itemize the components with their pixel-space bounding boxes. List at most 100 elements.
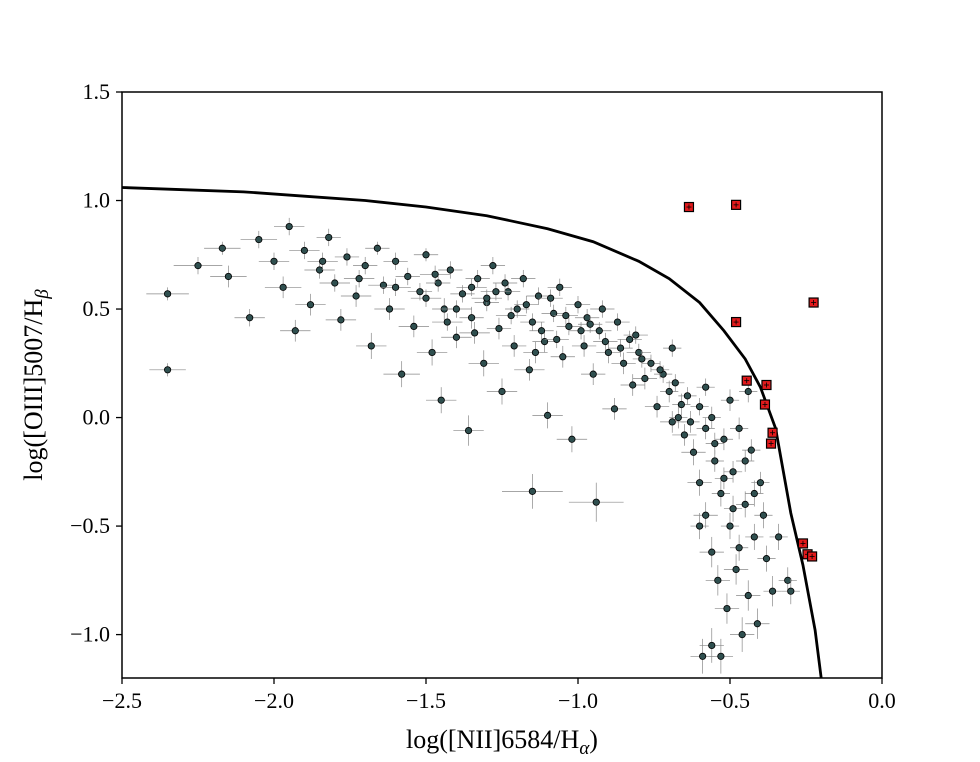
galaxy-point [441, 300, 472, 318]
galaxy-point [459, 322, 490, 344]
galaxy-marker [279, 283, 287, 291]
galaxy-marker [218, 244, 226, 252]
galaxy-marker [480, 359, 488, 367]
galaxy-point [532, 330, 557, 353]
galaxy-point [471, 289, 502, 307]
galaxy-marker [668, 418, 676, 426]
galaxy-marker [464, 426, 473, 435]
galaxy-point [502, 335, 527, 357]
galaxy-point [356, 332, 387, 359]
galaxy-point [660, 411, 685, 433]
galaxy-marker [686, 418, 695, 426]
galaxy-point [745, 608, 770, 639]
galaxy-marker [744, 591, 752, 600]
galaxy-point [711, 480, 730, 507]
galaxy-marker [711, 439, 719, 448]
galaxy-marker [695, 522, 704, 530]
galaxy-marker [665, 387, 673, 396]
galaxy-marker [695, 479, 704, 487]
galaxy-marker [756, 479, 765, 487]
y-tick-label: −0.5 [70, 513, 110, 538]
galaxy-marker [443, 318, 451, 326]
galaxy-marker [562, 311, 570, 320]
galaxy-point [459, 306, 484, 329]
galaxy-marker [735, 544, 743, 552]
galaxy-marker [467, 314, 476, 322]
highlighted-point [683, 201, 695, 213]
galaxy-point [383, 252, 408, 270]
galaxy-marker [653, 403, 661, 411]
galaxy-marker [629, 381, 637, 389]
galaxy-point [690, 638, 715, 674]
galaxy-point [204, 241, 241, 255]
galaxy-point [571, 335, 597, 357]
galaxy-marker [577, 327, 585, 335]
galaxy-marker [583, 314, 591, 322]
galaxy-point [605, 313, 630, 331]
highlighted-point [761, 379, 772, 391]
x-axis-label-close: ) [589, 725, 598, 754]
galaxy-marker [540, 337, 549, 346]
galaxy-point [666, 374, 685, 392]
galaxy-point [553, 306, 578, 325]
galaxy-marker [352, 292, 360, 300]
galaxy-marker [325, 233, 333, 242]
galaxy-marker [528, 318, 537, 326]
galaxy-point [611, 352, 636, 375]
galaxy-marker [489, 262, 497, 270]
galaxy-point [398, 315, 430, 338]
galaxy-marker [695, 403, 704, 411]
galaxy-point [672, 393, 691, 416]
galaxy-point [380, 278, 411, 297]
galaxy-marker [708, 413, 716, 422]
galaxy-point [736, 450, 755, 472]
highlighted-point [741, 375, 752, 386]
galaxy-marker [726, 396, 734, 404]
galaxy-marker [641, 374, 649, 383]
galaxy-marker [559, 353, 567, 361]
galaxy-point [304, 261, 335, 279]
y-tick-label: 1.0 [83, 188, 111, 213]
galaxy-point [343, 269, 375, 288]
galaxy-point [699, 536, 724, 568]
highlighted-point [797, 538, 809, 549]
galaxy-point [365, 241, 390, 255]
galaxy-marker [723, 604, 731, 613]
y-axis-label-subscript: β [32, 289, 53, 300]
galaxy-point [416, 339, 448, 366]
galaxy-point [280, 319, 311, 342]
galaxy-point [514, 296, 539, 314]
galaxy-marker [768, 587, 777, 595]
galaxy-point [407, 282, 433, 301]
galaxy-point [492, 274, 518, 292]
galaxy-point [730, 617, 755, 652]
galaxy-point [714, 593, 740, 624]
galaxy-points-layer [146, 217, 800, 674]
galaxy-point [556, 317, 582, 336]
galaxy-marker [471, 329, 479, 337]
galaxy-point [723, 554, 749, 585]
galaxy-marker [519, 275, 527, 283]
galaxy-marker [784, 576, 792, 584]
galaxy-marker [543, 411, 552, 419]
demarcation-curve [122, 186, 823, 678]
galaxy-marker [513, 305, 521, 313]
galaxy-point [757, 545, 776, 572]
galaxy-point [593, 332, 618, 351]
galaxy-marker [741, 457, 749, 465]
galaxy-marker [635, 348, 643, 357]
galaxy-marker [379, 281, 388, 289]
galaxy-point [681, 411, 700, 433]
galaxy-marker [547, 294, 555, 302]
galaxy-marker [391, 283, 400, 291]
galaxy-marker [315, 266, 324, 274]
galaxy-point [556, 426, 588, 453]
galaxy-marker [677, 400, 685, 409]
galaxy-marker [355, 275, 363, 283]
highlighted-point [759, 399, 771, 410]
galaxy-point [240, 230, 278, 249]
galaxy-marker [434, 279, 442, 287]
galaxy-marker [474, 275, 482, 283]
galaxy-point [705, 432, 724, 455]
galaxy-marker [343, 253, 351, 261]
